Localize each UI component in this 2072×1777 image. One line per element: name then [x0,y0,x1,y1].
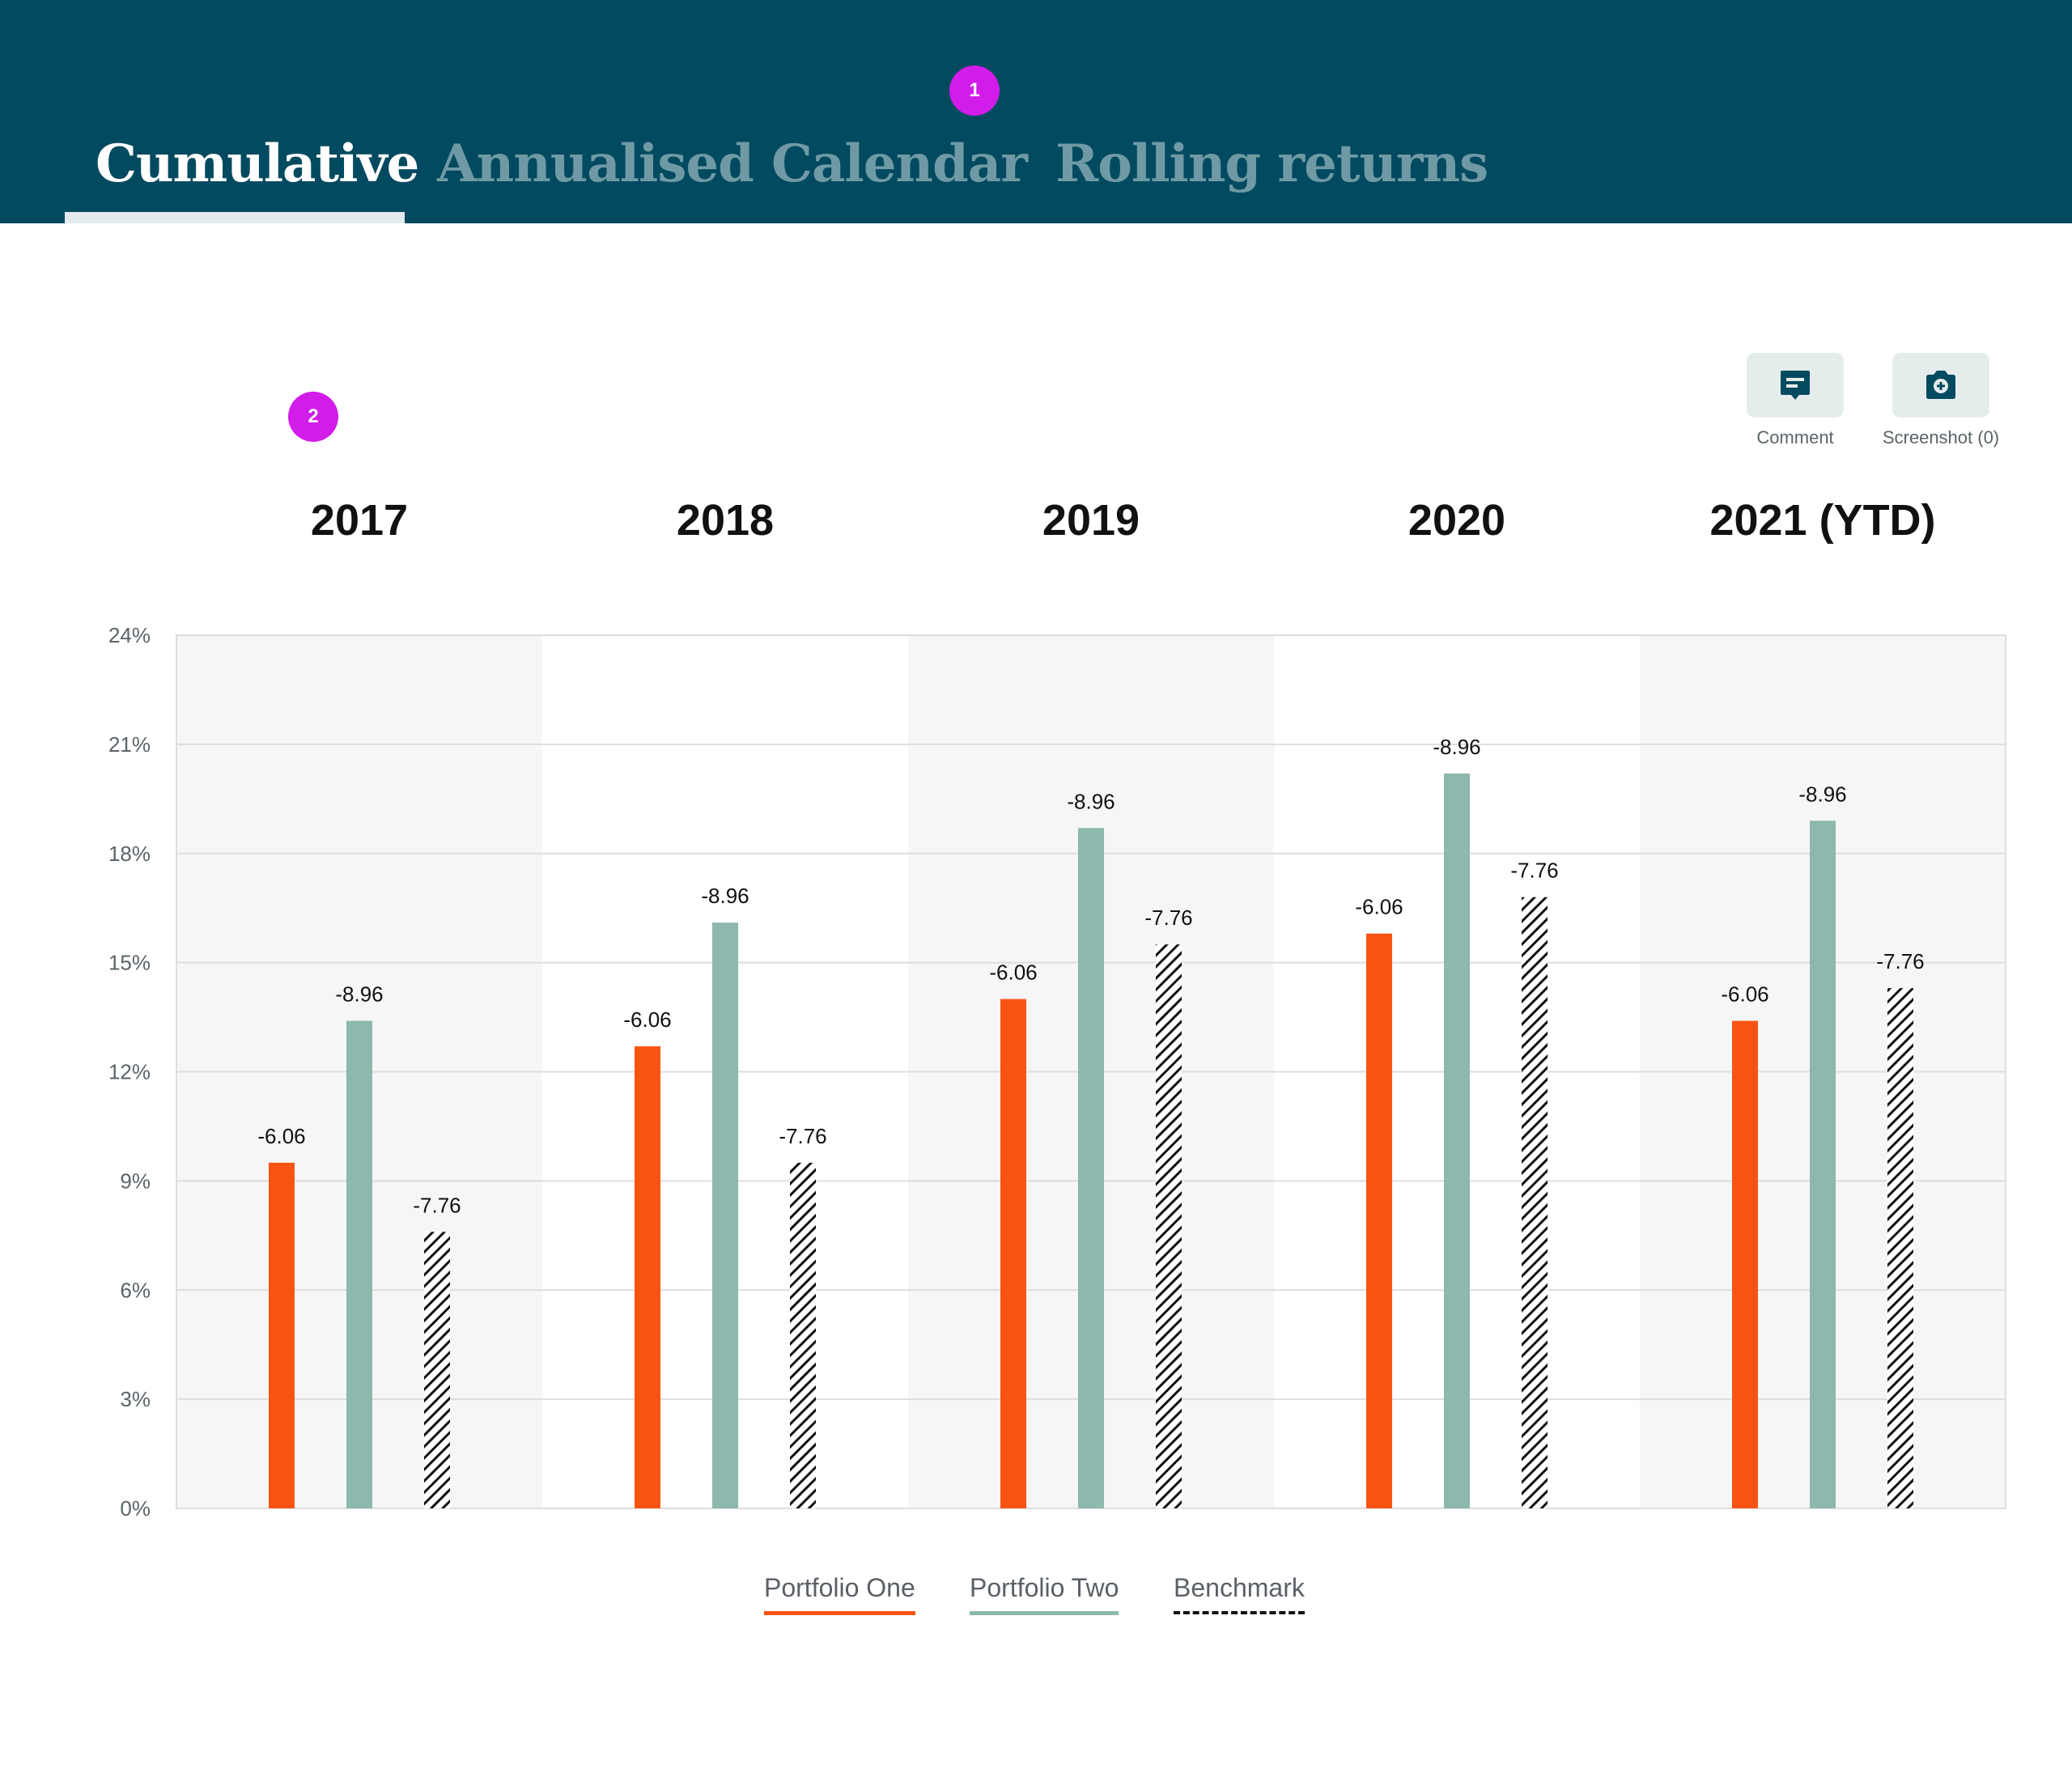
data-label: -6.06 [1721,982,1768,1007]
bar-portfolio-one [1732,1020,1758,1508]
comment-label: Comment [1756,427,1834,447]
data-label: -6.06 [1355,895,1403,919]
bar-benchmark [424,1232,450,1508]
bar-benchmark [790,1162,816,1508]
bar-portfolio-one [635,1046,660,1508]
comment-icon [1781,371,1810,400]
comment-button[interactable] [1747,353,1844,418]
bar-benchmark [1156,944,1182,1508]
data-label: -7.76 [413,1193,461,1217]
camera-icon [1926,371,1955,399]
year-title-2018: 2018 [676,496,775,545]
bar-portfolio-one [1366,933,1392,1508]
bar-portfolio-two [1444,773,1470,1508]
bar-benchmark [1522,897,1548,1508]
data-label: -8.96 [1798,782,1846,806]
bar-portfolio-two [346,1020,372,1508]
data-label: -7.76 [1510,859,1558,883]
tab-rolling-returns[interactable]: Rolling returns [1055,134,1488,194]
bar-portfolio-two [1810,821,1836,1508]
screenshot-button[interactable] [1892,353,1989,418]
data-label: -6.06 [989,961,1037,985]
step-badge-1: 1 [949,66,1000,116]
bar-benchmark [1887,988,1913,1508]
legend-benchmark[interactable]: Benchmark [1174,1573,1305,1614]
year-title-2021-ytd: 2021 (YTD) [1709,496,1936,545]
data-label: -7.76 [779,1124,826,1148]
active-tab-indicator [65,212,405,223]
year-title-2017: 2017 [310,496,409,545]
tab-cumulative[interactable]: Cumulative [96,134,419,194]
data-label: -6.06 [623,1007,671,1032]
data-label: -8.96 [701,884,749,908]
year-title-2019: 2019 [1042,496,1140,545]
y-tick-label: 15% [108,951,151,975]
y-tick-label: 24% [108,623,151,647]
bar-portfolio-two [712,922,738,1508]
legend-portfolio-one[interactable]: Portfolio One [764,1573,915,1615]
bar-portfolio-two [1078,828,1104,1508]
legend-portfolio-two[interactable]: Portfolio Two [970,1573,1119,1615]
data-label: -8.96 [1433,735,1480,759]
y-tick-label: 9% [120,1168,151,1193]
data-label: -8.96 [1067,789,1115,813]
screenshot-label: Screenshot (0) [1882,427,2000,447]
data-label: -6.06 [257,1124,305,1148]
y-tick-label: 6% [120,1278,151,1302]
year-title-2020: 2020 [1408,496,1506,545]
y-tick-label: 18% [108,842,151,866]
y-tick-label: 12% [108,1060,151,1084]
y-tick-label: 3% [120,1387,151,1411]
y-tick-label: 0% [120,1496,151,1520]
header-bar [0,0,2072,223]
y-tick-label: 21% [108,732,151,757]
tab-calendar[interactable]: Calendar [771,134,1028,194]
data-label: -8.96 [335,982,383,1007]
data-label: -7.76 [1876,949,1924,973]
data-label: -7.76 [1144,905,1192,930]
bar-portfolio-one [1000,999,1026,1508]
bar-portfolio-one [269,1162,295,1508]
step-badge-2: 2 [288,392,338,442]
returns-bar-chart: 0% 3% 6% 9% 12% 15% 18% 21% 24% -6.06 -6.06 -6.06 -6… [108,623,2006,1520]
tab-annualised[interactable]: Annualised [437,134,754,194]
